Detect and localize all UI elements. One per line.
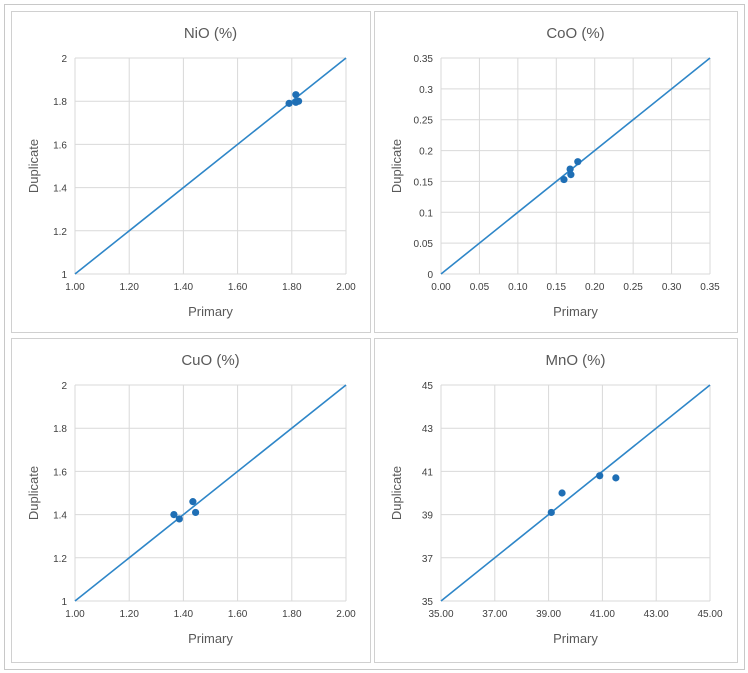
chart-panel: 0.00 0.05 0.10 0.15 0.20 0.25 0.30 0.35 0 0.05 0.1… bbox=[374, 11, 738, 333]
y-tick-label: 1 bbox=[61, 597, 67, 608]
chart-title: NiO (%) bbox=[184, 25, 237, 42]
x-axis-label: Primary bbox=[553, 304, 598, 319]
y-tick-label: 0.35 bbox=[414, 54, 434, 65]
y-tick-label: 1.8 bbox=[53, 97, 67, 108]
y-axis-label: Duplicate bbox=[389, 139, 404, 193]
data-point bbox=[285, 99, 293, 107]
y-tick-label: 45 bbox=[422, 381, 434, 392]
y-tick-label: 1.4 bbox=[53, 184, 67, 195]
chart-title: CoO (%) bbox=[546, 25, 604, 42]
x-axis-label: Primary bbox=[553, 631, 598, 646]
chart-panel: 35.00 37.00 39.00 41.00 43.00 45.00 35 37 39 41 43… bbox=[374, 338, 738, 663]
x-tick-label: 41.00 bbox=[590, 609, 615, 620]
coo-chart: 0.00 0.05 0.10 0.15 0.20 0.25 0.30 0.35 0 0.05 0.1… bbox=[389, 25, 720, 319]
y-tick-label: 0.2 bbox=[419, 147, 433, 158]
x-tick-label: 35.00 bbox=[428, 609, 453, 620]
y-axis-label: Duplicate bbox=[26, 139, 41, 193]
x-tick-label: 1.00 bbox=[65, 282, 85, 293]
y-tick-label: 0.3 bbox=[419, 85, 433, 96]
x-tick-label: 1.60 bbox=[228, 282, 248, 293]
reference-line bbox=[440, 57, 711, 275]
data-point bbox=[294, 97, 303, 105]
data-point bbox=[567, 171, 575, 179]
y-tick-label: 41 bbox=[422, 467, 434, 478]
x-tick-label: 2.00 bbox=[336, 282, 356, 293]
y-tick-label: 1.4 bbox=[53, 511, 67, 522]
x-tick-label: 1.40 bbox=[174, 282, 194, 293]
x-axis-label: Primary bbox=[188, 304, 233, 319]
y-tick-label: 0.05 bbox=[414, 239, 434, 250]
data-point bbox=[547, 508, 555, 517]
mno-chart: 35.00 37.00 39.00 41.00 43.00 45.00 35 37 39 41 43… bbox=[389, 352, 723, 646]
x-tick-label: 0.25 bbox=[623, 282, 643, 293]
data-point bbox=[596, 472, 604, 480]
nio-chart: 1.00 1.20 1.40 1.60 1.80 2.00 1 1.2 1.4 1.6 1.8 2 Ni… bbox=[26, 25, 356, 319]
y-tick-label: 39 bbox=[422, 511, 434, 522]
reference-line bbox=[440, 384, 711, 602]
x-tick-label: 1.20 bbox=[119, 609, 139, 620]
y-tick-label: 35 bbox=[422, 597, 434, 608]
y-tick-label: 1.6 bbox=[53, 467, 67, 478]
x-tick-label: 0.20 bbox=[585, 282, 605, 293]
chart-title: CuO (%) bbox=[181, 352, 239, 369]
x-tick-label: 0.35 bbox=[700, 282, 720, 293]
x-tick-label: 1.80 bbox=[282, 282, 302, 293]
data-point bbox=[560, 175, 568, 184]
data-point bbox=[612, 474, 620, 482]
x-tick-label: 0.30 bbox=[662, 282, 682, 293]
data-point bbox=[170, 511, 178, 519]
x-tick-label: 39.00 bbox=[536, 609, 561, 620]
x-tick-label: 37.00 bbox=[482, 609, 507, 620]
y-tick-label: 2 bbox=[61, 381, 67, 392]
x-tick-label: 1.00 bbox=[65, 609, 85, 620]
data-point bbox=[574, 158, 582, 166]
x-tick-label: 0.15 bbox=[547, 282, 567, 293]
y-tick-label: 1.8 bbox=[53, 424, 67, 435]
y-tick-label: 0.1 bbox=[419, 208, 433, 219]
x-tick-label: 0.10 bbox=[508, 282, 528, 293]
y-tick-label: 43 bbox=[422, 424, 434, 435]
x-tick-label: 0.00 bbox=[431, 282, 451, 293]
y-tick-label: 1.2 bbox=[53, 554, 67, 565]
x-tick-label: 45.00 bbox=[697, 609, 722, 620]
reference-line bbox=[74, 384, 347, 602]
data-point bbox=[292, 91, 300, 99]
cuo-chart: 1.00 1.20 1.40 1.60 1.80 2.00 1 1.2 1.4 1.6 1.8 2 Cu… bbox=[26, 352, 356, 646]
x-axis-label: Primary bbox=[188, 631, 233, 646]
y-tick-label: 1 bbox=[61, 270, 67, 281]
data-point bbox=[175, 515, 183, 523]
x-tick-label: 1.60 bbox=[228, 609, 248, 620]
x-tick-label: 1.20 bbox=[119, 282, 139, 293]
x-tick-label: 1.40 bbox=[174, 609, 194, 620]
y-tick-label: 1.2 bbox=[53, 227, 67, 238]
y-tick-label: 0.25 bbox=[414, 116, 434, 127]
x-tick-label: 43.00 bbox=[644, 609, 669, 620]
data-point bbox=[191, 508, 200, 517]
y-tick-label: 37 bbox=[422, 554, 434, 565]
y-tick-label: 1.6 bbox=[53, 140, 67, 151]
chart-title: MnO (%) bbox=[546, 352, 606, 369]
chart-panel: 1.00 1.20 1.40 1.60 1.80 2.00 1 1.2 1.4 1.6 1.8 2 Cu… bbox=[11, 338, 371, 663]
chart-panel: 1.00 1.20 1.40 1.60 1.80 2.00 1 1.2 1.4 1.6 1.8 2 Ni… bbox=[11, 11, 371, 333]
y-axis-label: Duplicate bbox=[389, 466, 404, 520]
x-tick-label: 1.80 bbox=[282, 609, 302, 620]
y-tick-label: 0 bbox=[427, 270, 433, 281]
y-tick-label: 0.15 bbox=[414, 177, 434, 188]
data-point bbox=[558, 489, 566, 497]
chart-grid-frame: 1.00 1.20 1.40 1.60 1.80 2.00 1 1.2 1.4 1.6 1.8 2 Ni… bbox=[4, 4, 745, 670]
reference-line bbox=[74, 57, 347, 275]
y-tick-label: 2 bbox=[61, 54, 67, 65]
data-point bbox=[189, 498, 197, 506]
x-tick-label: 2.00 bbox=[336, 609, 356, 620]
y-axis-label: Duplicate bbox=[26, 466, 41, 520]
x-tick-label: 0.05 bbox=[470, 282, 490, 293]
data-point bbox=[566, 165, 574, 173]
